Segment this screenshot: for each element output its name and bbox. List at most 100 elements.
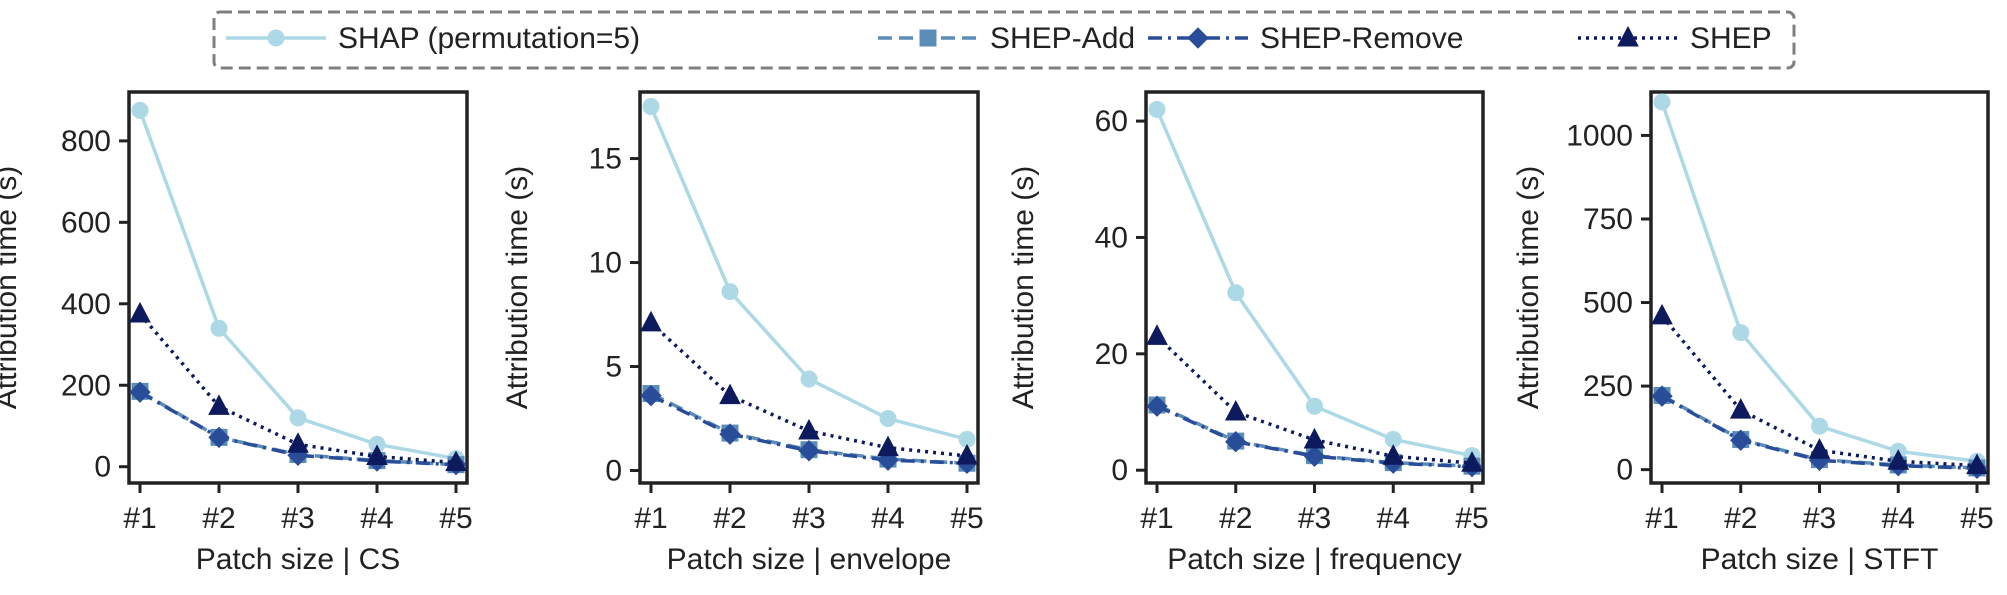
x-axis-label: Patch size | frequency <box>1167 543 1462 576</box>
legend-label: SHEP <box>1690 22 1772 55</box>
data-point <box>287 432 309 453</box>
series-line <box>650 394 968 465</box>
y-tick-label: 250 <box>1583 370 1633 403</box>
y-tick-label: 20 <box>1095 338 1128 371</box>
chart-panel: 0 250 500 750 1000 #1 #2 #3 #4 #5 Patch size | STF… <box>1512 90 1994 576</box>
x-axis-label: Patch size | CS <box>196 543 401 576</box>
series <box>1146 324 1483 472</box>
x-tick-label: #2 <box>713 502 746 535</box>
series <box>1651 303 1988 475</box>
data-point <box>640 384 662 407</box>
data-point <box>1651 385 1673 407</box>
series-line <box>138 109 457 461</box>
chart-panel: 0 5 10 15 #1 #2 #3 #4 #5 Patch size | envelope Att… <box>501 90 984 576</box>
series <box>1148 100 1481 465</box>
x-tick-label: #2 <box>1219 502 1252 535</box>
legend-marker <box>267 29 285 47</box>
data-point <box>1306 397 1323 415</box>
data-point <box>1461 451 1483 472</box>
x-axis-label: Patch size | envelope <box>667 543 952 576</box>
y-tick-label: 15 <box>589 143 622 176</box>
data-point <box>879 410 897 428</box>
data-point <box>129 301 151 323</box>
y-tick-label: 800 <box>61 125 111 158</box>
data-point <box>1808 438 1831 459</box>
data-point <box>1732 324 1750 342</box>
series-line <box>1660 314 1978 468</box>
x-tick-label: #5 <box>1960 502 1993 535</box>
chart-panel: 0 20 40 60 #1 #2 #3 #4 #5 Patch size | frequency A… <box>1007 90 1489 576</box>
y-tick-label: 10 <box>589 247 622 280</box>
data-point <box>1146 324 1168 345</box>
x-tick-label: #3 <box>1298 502 1331 535</box>
y-tick-label: 40 <box>1095 221 1128 254</box>
x-axis-label: Patch size | STFT <box>1701 543 1939 576</box>
data-point <box>1811 417 1828 435</box>
x-tick-label: #4 <box>360 502 393 535</box>
x-tick-label: #3 <box>281 502 314 535</box>
data-point <box>800 370 818 388</box>
data-point <box>131 101 149 119</box>
data-point <box>956 443 978 465</box>
y-tick-label: 750 <box>1583 203 1633 236</box>
y-tick-label: 5 <box>605 351 622 384</box>
x-tick-label: #1 <box>634 502 667 535</box>
data-point <box>1966 453 1988 475</box>
chart-panel: 0 200 400 600 800 #1 #2 #3 #4 #5 Patch size | CS At… <box>0 90 473 576</box>
series-line <box>1661 394 1978 471</box>
data-point <box>1729 398 1752 419</box>
legend-marker <box>919 29 937 47</box>
x-tick-label: #5 <box>1455 502 1488 535</box>
x-tick-label: #4 <box>1882 502 1915 535</box>
legend-entry: SHEP <box>1578 22 1772 55</box>
legend-entry: SHEP-Add <box>878 22 1135 55</box>
data-point <box>642 98 660 116</box>
y-tick-label: 600 <box>61 206 111 239</box>
series <box>640 310 978 465</box>
data-point <box>1225 430 1247 453</box>
legend-label: SHAP (permutation=5) <box>338 22 640 55</box>
data-point <box>1887 449 1910 470</box>
data-point <box>129 381 151 403</box>
data-point <box>208 426 230 449</box>
data-point <box>366 444 388 466</box>
x-tick-label: #2 <box>202 502 235 535</box>
y-axis-label: Attribution time (s) <box>1512 166 1545 409</box>
y-tick-label: 0 <box>1111 454 1128 487</box>
data-point <box>721 283 739 301</box>
data-point <box>1303 427 1326 449</box>
data-point <box>210 319 228 337</box>
x-tick-label: #5 <box>950 502 983 535</box>
series <box>129 381 467 476</box>
data-point <box>719 423 741 445</box>
y-tick-label: 60 <box>1095 105 1128 138</box>
series <box>131 101 465 468</box>
data-point <box>1730 429 1752 451</box>
data-point <box>798 440 820 462</box>
series-line <box>649 105 968 442</box>
y-tick-label: 0 <box>605 455 622 488</box>
legend-frame <box>212 10 1796 70</box>
data-point <box>719 383 741 405</box>
legend-marker <box>1187 27 1209 49</box>
y-tick-label: 0 <box>1616 454 1633 487</box>
legend-marker <box>1617 25 1639 47</box>
data-point <box>445 450 467 472</box>
x-tick-label: #3 <box>1803 502 1836 535</box>
data-point <box>877 435 899 457</box>
data-point <box>1303 445 1326 467</box>
y-tick-label: 500 <box>1583 287 1633 320</box>
series <box>642 98 976 448</box>
data-point <box>289 409 307 427</box>
data-point <box>1382 444 1405 465</box>
x-tick-label: #1 <box>123 502 156 535</box>
series <box>129 301 467 472</box>
data-point <box>1148 100 1166 118</box>
y-tick-label: 200 <box>61 369 111 402</box>
series-line <box>139 390 457 467</box>
y-tick-label: 1000 <box>1566 119 1633 152</box>
series <box>1653 93 1986 470</box>
data-point <box>1227 284 1245 302</box>
